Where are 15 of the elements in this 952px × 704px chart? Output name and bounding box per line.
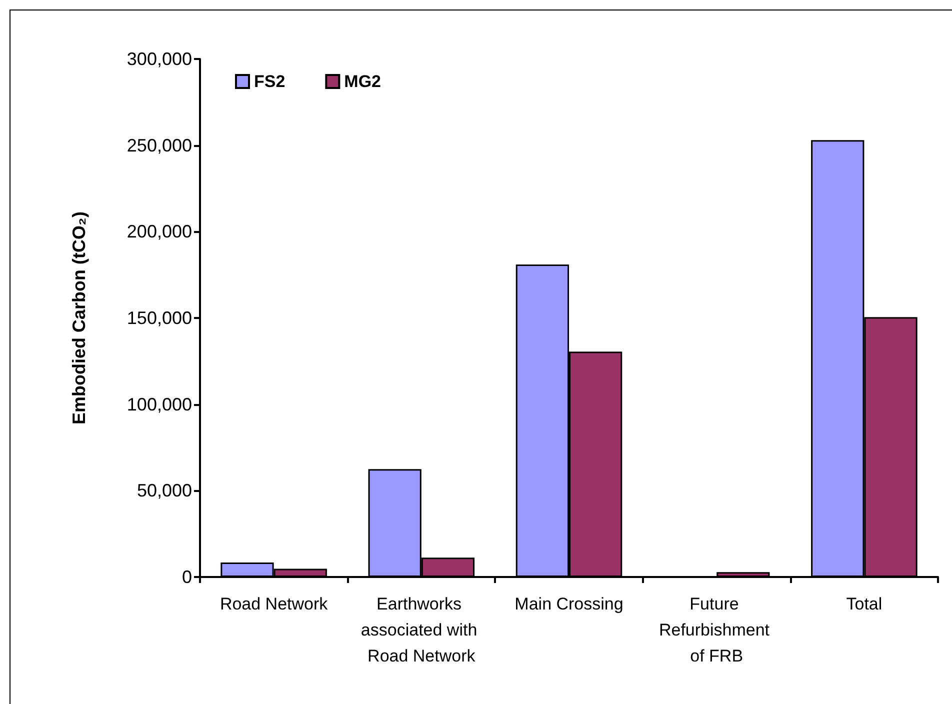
y-tick-label: 0 bbox=[182, 567, 192, 587]
x-tick-label: Earthworks associated with Road Network bbox=[360, 594, 482, 666]
x-tick-label: Main Crossing bbox=[514, 594, 624, 614]
y-tick-label: 50,000 bbox=[136, 480, 192, 501]
x-tick-label: Road Network bbox=[220, 594, 328, 614]
y-tick-label: 200,000 bbox=[126, 222, 192, 242]
y-tick-label: 250,000 bbox=[126, 135, 192, 156]
y-tick-label: 150,000 bbox=[126, 308, 192, 328]
x-tick-label: Future Refurbishment of FRB bbox=[658, 594, 774, 666]
y-axis-title: Embodied Carbon (tCO₂) bbox=[69, 212, 89, 424]
y-tick-label: 100,000 bbox=[126, 394, 192, 414]
y-tick-label: 300,000 bbox=[126, 49, 192, 69]
legend-label: FS2 bbox=[254, 72, 286, 91]
legend-label: MG2 bbox=[344, 72, 382, 91]
x-tick-label: Total bbox=[846, 594, 882, 614]
